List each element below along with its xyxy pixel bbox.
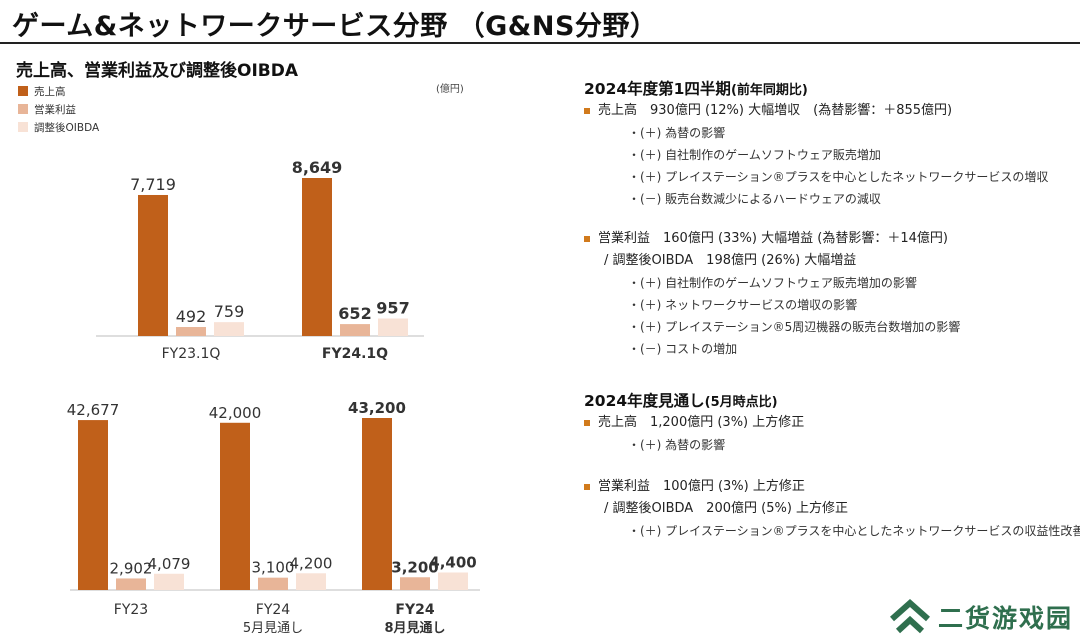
legend-item-operating-income: 営業利益 [18,100,99,118]
data-label: 759 [214,302,245,321]
q1-op-detail: ・(＋) ネットワークサービスの増収の影響 [628,298,858,312]
chart-subtitle: 売上高、営業利益及び調整後OIBDA [16,61,299,81]
watermark-text: 二货游戏园 [938,604,1074,633]
bar-operating-income [400,577,430,590]
chevron-logo-icon [890,598,930,634]
fy-oibda: / 調整後OIBDA 200億円 (5%) 上方修正 [604,501,849,516]
title-divider [0,42,1080,44]
bar-oibda [214,322,244,336]
q1-op-text: 営業利益 160億円 (33%) 大幅増益 (為替影響：＋14億円) [598,231,948,246]
bar-sales [362,418,392,590]
bar-operating-income [176,327,206,336]
legend-label: 営業利益 [34,103,76,116]
q1-sales: 売上高 930億円 (12%) 大幅増収 (為替影響：＋855億円) [584,100,1074,122]
bar-charts: 7,719 492 759 FY23.1Q 8,649 652 957 FY24.1Q 42,6… [67,158,480,636]
category-label: FY23.1Q [162,346,221,362]
bullet-icon [584,484,590,490]
fy-heading: 2024年度見通し(5月時点比) [584,390,1074,412]
bar-operating-income [258,577,288,590]
q1-sales-detail: ・(－) 販売台数減少によるハードウェアの減収 [628,192,881,206]
q1-sales-text: 売上高 930億円 (12%) 大幅増収 (為替影響：＋855億円) [598,103,953,118]
data-label: 43,200 [348,399,406,417]
data-label: 3,200 [391,558,438,576]
data-label: 42,677 [67,401,120,419]
bar-sales [78,420,108,590]
q1-op: 営業利益 160億円 (33%) 大幅増益 (為替影響：＋14億円) [584,228,1074,250]
fy-op-detail: ・(＋) プレイステーション®プラスを中心としたネットワークサービスの収益性改善 [628,524,1080,538]
bar-oibda [296,573,326,590]
bullet-icon [584,108,590,114]
fy-heading-paren: (5月時点比) [704,395,778,410]
q1-heading-text: 2024年度第1四半期 [584,80,731,98]
bar-operating-income [340,324,370,336]
q1-op-detail: ・(＋) プレイステーション®5周辺機器の販売台数増加の影響 [628,320,961,334]
bar-oibda [438,572,468,590]
bar-sales [302,178,332,336]
q1-op-detail: ・(＋) 自社制作のゲームソフトウェア販売増加の影響 [628,276,917,290]
unit-label: (億円) [436,84,464,95]
data-label: 3,100 [252,559,295,577]
bar-sales [220,422,250,590]
bar-operating-income [116,578,146,590]
data-label: 4,400 [429,553,476,571]
bar-sales [138,194,168,336]
data-label: 7,719 [130,175,176,194]
legend-swatch-operating-income [18,104,28,114]
fy-heading-text: 2024年度見通し [584,392,705,410]
data-label: 652 [338,304,371,323]
bar-oibda [154,573,184,590]
legend-swatch-sales [18,86,28,96]
page-title: ゲーム&ネットワークサービス分野 （G&NS分野） [12,11,658,42]
category-label: FY24.1Q [322,346,388,362]
data-label: 8,649 [292,158,343,177]
category-label: FY24 [395,602,434,618]
legend-swatch-oibda [18,122,28,132]
fy-op: 営業利益 100億円 (3%) 上方修正 [584,476,1074,498]
data-label: 2,902 [110,559,153,577]
legend-label: 調整後OIBDA [34,121,100,134]
data-label: 4,200 [290,554,333,572]
chart-legend: 売上高 営業利益 調整後OIBDA [18,82,99,136]
legend-item-sales: 売上高 [18,82,99,100]
data-label: 492 [176,307,207,326]
category-label: FY23 [114,602,148,618]
fy-op-text: 営業利益 100億円 (3%) 上方修正 [598,479,805,494]
category-sublabel: 8月見通し [384,620,445,636]
fy-sales: 売上高 1,200億円 (3%) 上方修正 [584,412,1074,434]
q1-op-detail: ・(－) コストの増加 [628,342,738,356]
watermark: 二货游戏园 [888,597,1073,637]
fy-sales-detail: ・(＋) 為替の影響 [628,438,726,452]
bar-oibda [378,318,408,336]
category-sublabel: 5月見通し [243,621,303,636]
bullet-icon [584,236,590,242]
bullet-icon [584,420,590,426]
q1-sales-detail: ・(＋) 自社制作のゲームソフトウェア販売増加 [628,148,881,162]
data-label: 42,000 [209,404,262,422]
q1-oibda: / 調整後OIBDA 198億円 (26%) 大幅増益 [604,253,857,268]
data-label: 4,079 [148,555,191,573]
fy-sales-text: 売上高 1,200億円 (3%) 上方修正 [598,415,805,430]
category-label: FY24 [256,602,291,618]
q1-sales-detail: ・(＋) 為替の影響 [628,126,726,140]
q1-heading: 2024年度第1四半期(前年同期比) [584,78,1074,100]
legend-item-oibda: 調整後OIBDA [18,118,99,136]
q1-heading-paren: (前年同期比) [730,83,808,98]
q1-sales-detail: ・(＋) プレイステーション®プラスを中心としたネットワークサービスの増収 [628,170,1049,184]
data-label: 957 [376,299,409,318]
legend-label: 売上高 [34,85,66,98]
commentary-panel: 2024年度第1四半期(前年同期比) 売上高 930億円 (12%) 大幅増収 … [584,78,1080,542]
